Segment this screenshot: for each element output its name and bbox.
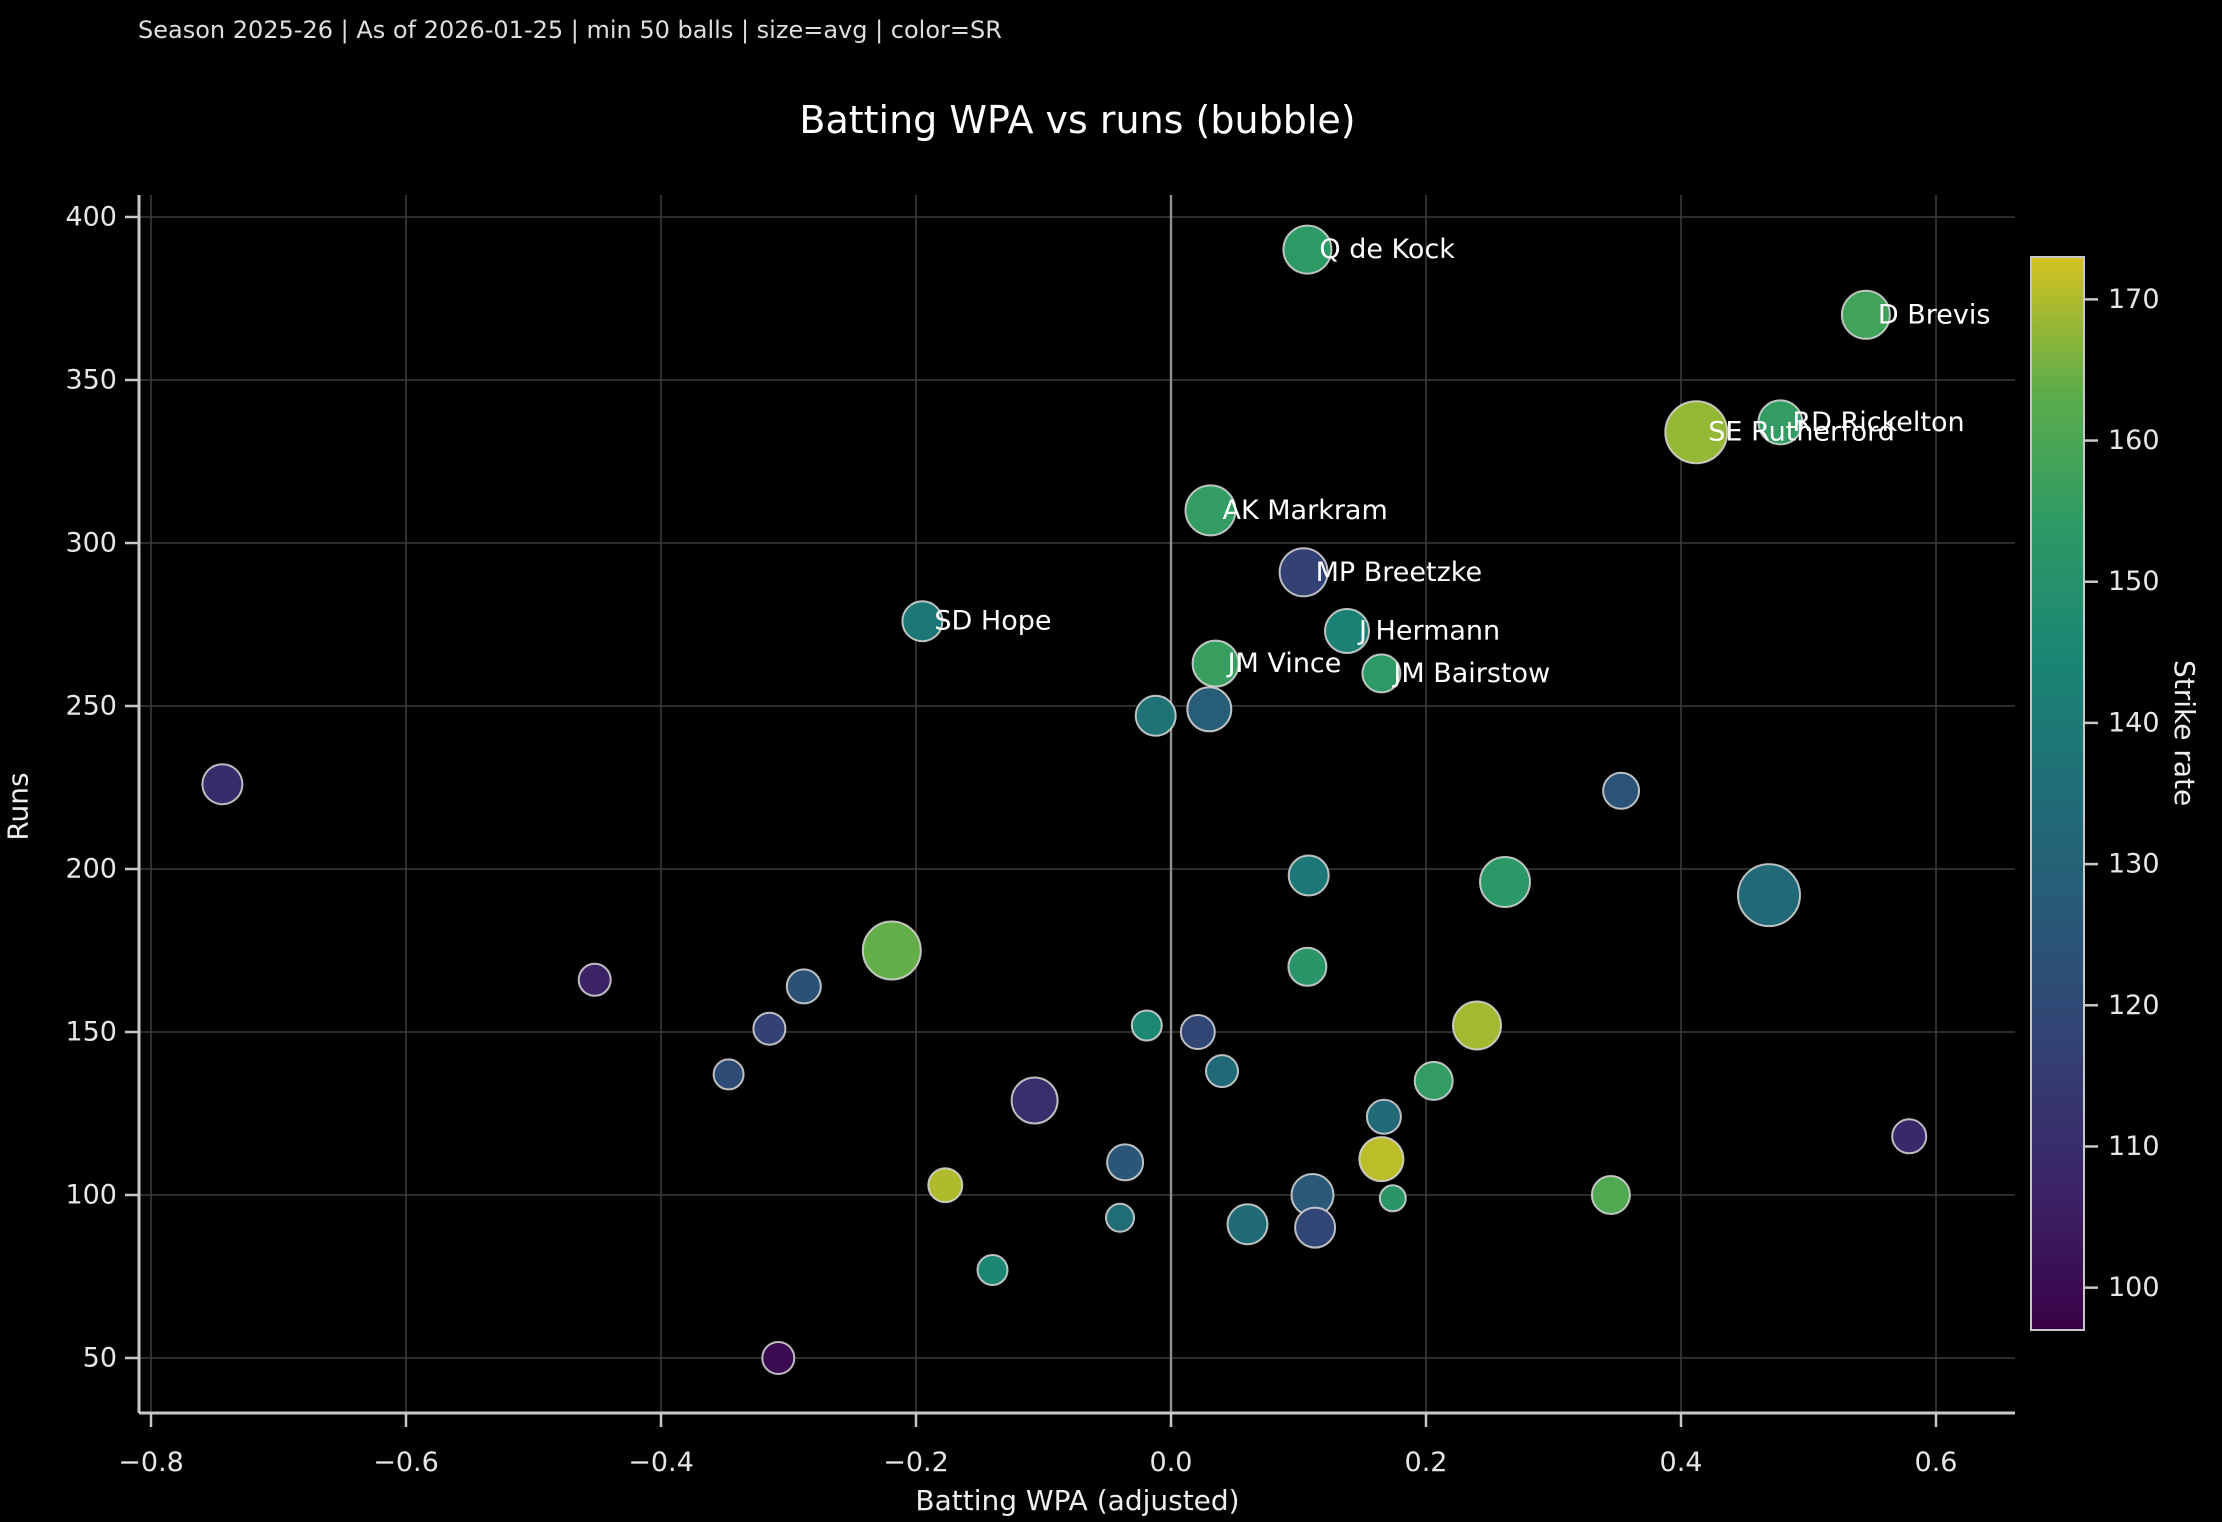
bubble <box>1205 1054 1239 1089</box>
bubble <box>1186 686 1233 733</box>
bubble-rd-rickelton <box>1757 399 1804 446</box>
bubble-label: D Brevis <box>1878 299 1991 330</box>
bubble-label: JM Bairstow <box>1391 658 1550 689</box>
bubble <box>1226 1203 1269 1246</box>
y-tick-label: 50 <box>83 1343 117 1374</box>
colorbar-tick-label: 140 <box>2108 707 2160 738</box>
bubble <box>1413 1060 1454 1101</box>
bubble <box>1287 854 1330 897</box>
bubble <box>1590 1175 1631 1215</box>
bubble <box>1602 771 1641 810</box>
bubble <box>785 968 822 1005</box>
x-tick-label: −0.4 <box>628 1447 694 1478</box>
bubble-label: RD Rickelton <box>1792 407 1964 438</box>
bubble <box>1737 863 1801 928</box>
bubble <box>1134 694 1177 737</box>
colorbar-tick-label: 160 <box>2108 425 2160 456</box>
bubble <box>761 1341 796 1375</box>
colorbar-label: Strike rate <box>2168 660 2201 807</box>
bubble-label: J Hermann <box>1357 616 1500 647</box>
y-tick-label: 100 <box>65 1180 117 1211</box>
x-tick-label: −0.8 <box>118 1447 184 1478</box>
colorbar-tick-label: 120 <box>2108 990 2160 1021</box>
x-tick-label: 0.2 <box>1405 1447 1448 1478</box>
bubble <box>1358 1136 1405 1183</box>
bubble <box>1130 1009 1163 1042</box>
y-tick-label: 300 <box>65 528 117 559</box>
bubble <box>1479 856 1531 908</box>
bubble <box>861 920 922 981</box>
bubble-j-hermann <box>1324 608 1370 654</box>
y-tick-label: 400 <box>65 202 117 233</box>
x-tick-label: −0.6 <box>373 1447 439 1478</box>
bubble-q-de-kock <box>1282 224 1333 275</box>
bubble-jm-bairstow <box>1361 653 1402 694</box>
bubble-mp-breetzke <box>1278 547 1329 598</box>
x-tick-label: 0.4 <box>1660 1447 1703 1478</box>
figure-subtitle: Season 2025-26 | As of 2026-01-25 | min … <box>138 16 1002 44</box>
bubble <box>712 1058 745 1091</box>
bubble-se-rutherford <box>1664 400 1729 465</box>
bubble <box>1105 1202 1135 1233</box>
bubble <box>577 962 612 997</box>
bubble-label: MP Breetzke <box>1316 557 1482 588</box>
colorbar-tick-label: 170 <box>2108 284 2160 315</box>
bubble-label: SD Hope <box>934 606 1051 637</box>
bubble <box>1287 946 1328 987</box>
bubble <box>1106 1143 1145 1182</box>
colorbar-tick-label: 110 <box>2108 1131 2160 1162</box>
bubble-label: AK Markram <box>1223 495 1388 526</box>
x-tick-label: 0.6 <box>1915 1447 1958 1478</box>
y-axis-label: Runs <box>1 772 35 841</box>
bubble-label: JM Vince <box>1226 648 1342 679</box>
bubble-label: SE Rutherford <box>1708 417 1895 448</box>
bubble <box>927 1167 964 1204</box>
x-axis-label: Batting WPA (adjusted) <box>915 1484 1240 1517</box>
colorbar-tick-label: 150 <box>2108 566 2160 597</box>
bubble <box>1294 1206 1337 1249</box>
y-tick-label: 250 <box>65 691 117 722</box>
bubble-sd-hope <box>901 600 944 643</box>
bubble-d-brevis <box>1840 289 1891 340</box>
bubble-jm-vince <box>1191 639 1240 688</box>
colorbar-tick-label: 130 <box>2108 849 2160 880</box>
bubble <box>1365 1098 1402 1135</box>
x-tick-label: −0.2 <box>883 1447 949 1478</box>
y-tick-label: 150 <box>65 1017 117 1048</box>
chart-title: Batting WPA vs runs (bubble) <box>799 98 1356 142</box>
y-tick-label: 200 <box>65 854 117 885</box>
x-tick-label: 0.0 <box>1150 1447 1193 1478</box>
bubble <box>201 763 244 806</box>
bubble <box>1010 1076 1059 1125</box>
bubble <box>1891 1118 1928 1155</box>
bubble-ak-markram <box>1184 484 1237 537</box>
bubble-label: Q de Kock <box>1319 234 1455 265</box>
bubble <box>1378 1184 1407 1213</box>
colorbar-tick-label: 100 <box>2108 1272 2160 1303</box>
bubble <box>1179 1014 1216 1050</box>
bubble <box>976 1254 1009 1286</box>
colorbar <box>2030 256 2085 1331</box>
y-tick-label: 350 <box>65 365 117 396</box>
bubble <box>752 1011 787 1046</box>
bubble <box>1452 1000 1502 1051</box>
